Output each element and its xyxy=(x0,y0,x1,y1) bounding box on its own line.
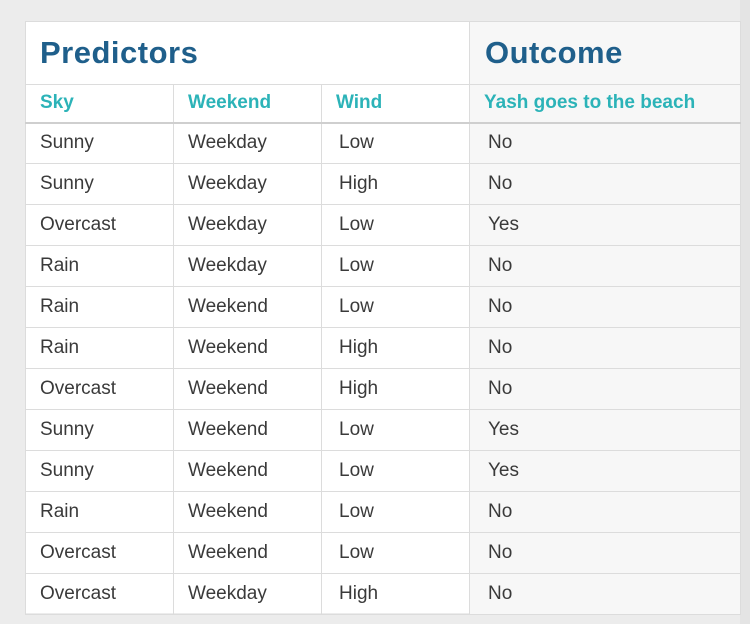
table-row: Overcast Weekend High No xyxy=(25,368,741,410)
cell-wind: Low xyxy=(321,245,470,287)
cell-outcome: No xyxy=(469,573,741,615)
column-header-outcome: Yash goes to the beach xyxy=(469,84,741,124)
cell-sky: Overcast xyxy=(25,204,174,246)
cell-sky: Sunny xyxy=(25,450,174,492)
cell-weekend: Weekend xyxy=(173,491,322,533)
cell-weekend: Weekend xyxy=(173,368,322,410)
table-row: Rain Weekday Low No xyxy=(25,245,741,287)
cell-wind: Low xyxy=(321,409,470,451)
cell-outcome: No xyxy=(469,368,741,410)
table-row: Sunny Weekday Low No xyxy=(25,122,741,164)
column-header-weekend: Weekend xyxy=(173,84,322,124)
cell-wind: High xyxy=(321,163,470,205)
outcome-group-heading: Outcome xyxy=(469,21,741,85)
table-row: Sunny Weekend Low Yes xyxy=(25,409,741,451)
cell-sky: Sunny xyxy=(25,409,174,451)
cell-weekend: Weekday xyxy=(173,204,322,246)
table-row: Rain Weekend Low No xyxy=(25,286,741,328)
table-row: Rain Weekend High No xyxy=(25,327,741,369)
cell-weekend: Weekday xyxy=(173,245,322,287)
predictors-group-heading: Predictors xyxy=(25,21,470,85)
background-strip xyxy=(740,0,750,624)
group-header-row: Predictors Outcome xyxy=(25,21,741,85)
table-body: Sunny Weekday Low No Sunny Weekday High No Overc… xyxy=(25,122,741,615)
table-row: Sunny Weekend Low Yes xyxy=(25,450,741,492)
cell-wind: High xyxy=(321,327,470,369)
cell-outcome: No xyxy=(469,286,741,328)
table-row: Overcast Weekday Low Yes xyxy=(25,204,741,246)
data-table: Predictors Outcome Sky Weekend Wind Yash… xyxy=(25,21,741,615)
table-row: Rain Weekend Low No xyxy=(25,491,741,533)
cell-sky: Rain xyxy=(25,286,174,328)
cell-weekend: Weekend xyxy=(173,532,322,574)
data-table-container: Predictors Outcome Sky Weekend Wind Yash… xyxy=(25,21,741,615)
cell-wind: High xyxy=(321,573,470,615)
cell-outcome: Yes xyxy=(469,450,741,492)
cell-weekend: Weekday xyxy=(173,163,322,205)
cell-weekend: Weekday xyxy=(173,573,322,615)
cell-sky: Overcast xyxy=(25,368,174,410)
cell-sky: Overcast xyxy=(25,532,174,574)
table-row: Overcast Weekend Low No xyxy=(25,532,741,574)
cell-outcome: No xyxy=(469,245,741,287)
cell-wind: High xyxy=(321,368,470,410)
cell-outcome: Yes xyxy=(469,204,741,246)
cell-wind: Low xyxy=(321,491,470,533)
cell-outcome: Yes xyxy=(469,409,741,451)
column-header-wind: Wind xyxy=(321,84,470,124)
table-row: Overcast Weekday High No xyxy=(25,573,741,615)
cell-outcome: No xyxy=(469,491,741,533)
cell-wind: Low xyxy=(321,286,470,328)
cell-sky: Rain xyxy=(25,491,174,533)
cell-sky: Sunny xyxy=(25,163,174,205)
table-row: Sunny Weekday High No xyxy=(25,163,741,205)
column-header-row: Sky Weekend Wind Yash goes to the beach xyxy=(25,84,741,124)
cell-weekend: Weekend xyxy=(173,327,322,369)
cell-sky: Sunny xyxy=(25,122,174,164)
cell-outcome: No xyxy=(469,163,741,205)
cell-weekend: Weekend xyxy=(173,450,322,492)
cell-outcome: No xyxy=(469,532,741,574)
cell-wind: Low xyxy=(321,204,470,246)
cell-wind: Low xyxy=(321,450,470,492)
column-header-sky: Sky xyxy=(25,84,174,124)
cell-sky: Rain xyxy=(25,327,174,369)
cell-sky: Rain xyxy=(25,245,174,287)
cell-wind: Low xyxy=(321,122,470,164)
cell-wind: Low xyxy=(321,532,470,574)
cell-weekend: Weekend xyxy=(173,409,322,451)
cell-weekend: Weekday xyxy=(173,122,322,164)
cell-sky: Overcast xyxy=(25,573,174,615)
cell-weekend: Weekend xyxy=(173,286,322,328)
cell-outcome: No xyxy=(469,327,741,369)
cell-outcome: No xyxy=(469,122,741,164)
